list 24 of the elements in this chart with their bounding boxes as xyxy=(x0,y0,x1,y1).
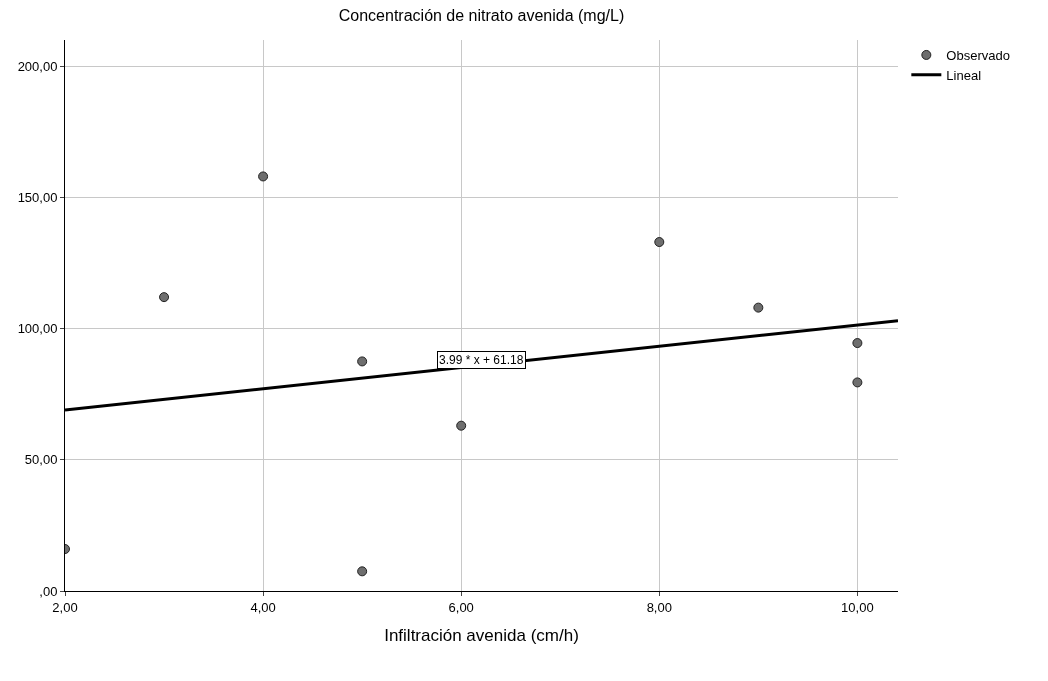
x-axis-title: Infiltración avenida (cm/h) xyxy=(384,626,579,645)
y-tick-label: 200,00 xyxy=(17,58,58,74)
point xyxy=(654,237,665,248)
legend-label: Lineal xyxy=(946,67,982,83)
y-tick-label: 150,00 xyxy=(17,189,58,205)
legend-label: Observado xyxy=(946,48,1010,64)
chart-title: Concentración de nitrato avenida (mg/L) xyxy=(338,7,625,25)
y-tick-label: 50,00 xyxy=(24,452,58,468)
point xyxy=(852,377,863,388)
y-tick-label: ,00 xyxy=(39,583,58,599)
point xyxy=(753,302,764,313)
point xyxy=(159,292,170,303)
y-tick-label: 100,00 xyxy=(17,321,58,337)
point xyxy=(357,356,368,367)
point xyxy=(456,420,467,431)
point xyxy=(357,566,368,577)
x-tick-label: 10,00 xyxy=(841,599,874,615)
x-tick-label: 6,00 xyxy=(448,599,474,615)
x-tick-label: 4,00 xyxy=(250,599,276,615)
point xyxy=(258,171,269,182)
annotation: 3.99 * x + 61.18 xyxy=(439,353,524,367)
x-tick-label: 2,00 xyxy=(52,599,78,615)
point xyxy=(852,338,863,349)
x-tick-label: 8,00 xyxy=(646,599,672,615)
